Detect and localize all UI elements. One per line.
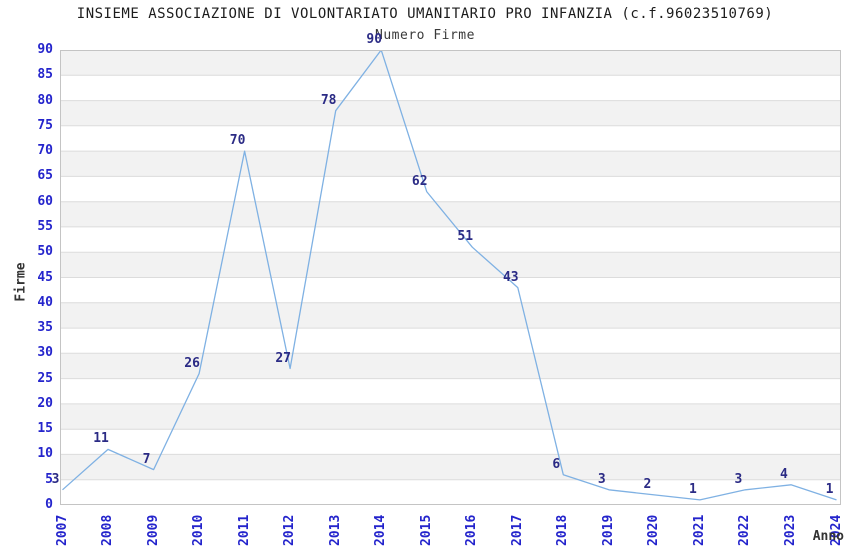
line-plot-svg — [60, 50, 841, 505]
point-label: 1 — [688, 481, 697, 497]
y-tick-label: 0 — [45, 497, 53, 512]
y-tick-label: 55 — [37, 218, 53, 234]
y-tick-label: 90 — [37, 42, 53, 57]
y-tick-label: 35 — [37, 320, 53, 336]
y-tick-label: 85 — [37, 67, 53, 83]
y-tick-label: 80 — [37, 92, 53, 108]
x-tick-label: 2023 — [782, 514, 798, 546]
x-tick-label: 2009 — [145, 514, 161, 546]
x-tick-label: 2020 — [646, 514, 662, 546]
y-tick-label: 20 — [37, 395, 53, 411]
x-tick-label: 2017 — [509, 514, 525, 546]
point-label: 78 — [320, 92, 337, 108]
x-axis-title: Anno — [812, 529, 844, 544]
chart-title: INSIEME ASSOCIAZIONE DI VOLONTARIATO UMA… — [76, 6, 774, 22]
grid-band — [60, 403, 841, 430]
y-tick-label: 50 — [37, 244, 53, 260]
plot-frame — [60, 50, 841, 505]
point-label: 3 — [734, 471, 743, 487]
grid-band — [60, 353, 841, 379]
x-tick-label: 2022 — [737, 514, 753, 546]
point-label: 11 — [93, 431, 109, 447]
chart-subtitle: Numero Firme — [375, 28, 475, 43]
y-tick-label: 65 — [37, 168, 53, 184]
point-label: 43 — [502, 269, 519, 285]
y-tick-label: 75 — [37, 117, 53, 133]
point-label: 7 — [142, 451, 151, 467]
x-tick-label: 2015 — [418, 514, 434, 546]
point-label: 62 — [411, 173, 428, 189]
grid-band — [60, 201, 841, 227]
point-label: 27 — [275, 350, 291, 366]
x-tick-label: 2007 — [54, 514, 70, 546]
grid-band — [60, 50, 841, 76]
grid-band — [60, 302, 841, 329]
point-label: 3 — [597, 471, 606, 487]
x-tick-label: 2012 — [282, 514, 298, 546]
point-label: 6 — [552, 456, 561, 472]
x-tick-label: 2021 — [691, 514, 707, 546]
y-tick-label: 60 — [37, 193, 53, 209]
x-tick-label: 2014 — [373, 514, 389, 546]
y-tick-label: 70 — [37, 143, 53, 159]
y-tick-label: 15 — [37, 421, 53, 437]
x-tick-label: 2013 — [327, 514, 343, 546]
x-tick-label: 2018 — [555, 514, 571, 546]
y-tick-label: 10 — [37, 446, 53, 462]
x-tick-label: 2011 — [236, 514, 252, 546]
grid-band — [60, 100, 841, 126]
x-tick-label: 2016 — [464, 514, 480, 546]
x-tick-label: 2019 — [600, 514, 616, 546]
line-series — [62, 50, 837, 501]
point-label: 26 — [184, 355, 200, 371]
y-tick-label: 5 — [45, 471, 53, 487]
y-tick-label: 25 — [37, 370, 53, 386]
x-tick-label: 2010 — [191, 514, 207, 546]
plot-area — [60, 50, 841, 505]
point-label: 3 — [51, 471, 60, 487]
y-axis-title: Firme — [13, 262, 29, 302]
y-tick-label: 45 — [37, 269, 53, 285]
grid-band — [60, 252, 841, 278]
y-tick-label: 40 — [37, 294, 53, 310]
point-label: 70 — [229, 133, 246, 149]
point-label: 51 — [457, 229, 474, 245]
point-label: 4 — [780, 466, 788, 482]
point-label: 2 — [643, 476, 652, 492]
x-tick-label: 2008 — [100, 514, 116, 546]
grid-band — [60, 151, 841, 177]
point-label: 1 — [825, 481, 834, 497]
point-label: 90 — [366, 32, 383, 47]
grid-band — [60, 454, 841, 480]
y-tick-label: 30 — [37, 345, 53, 361]
